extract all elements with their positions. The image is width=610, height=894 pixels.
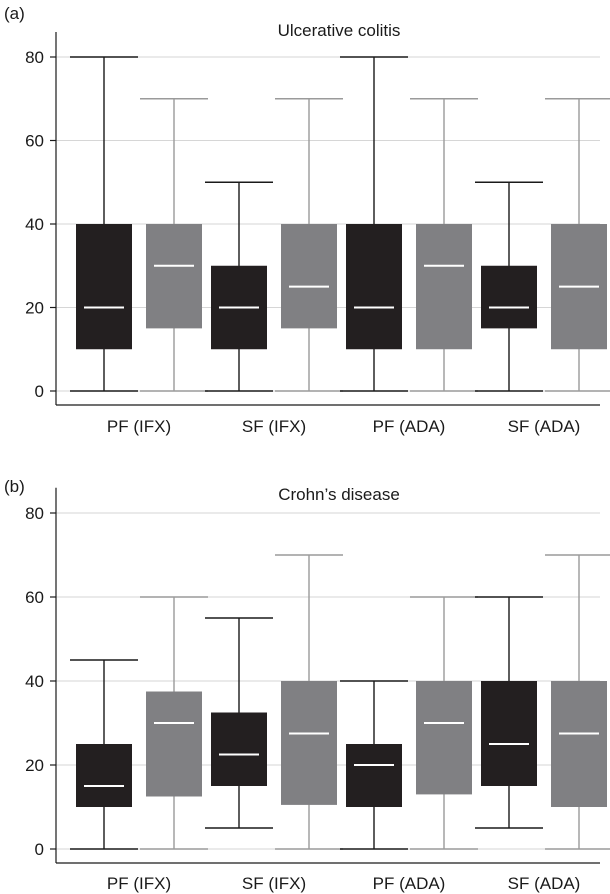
box-dark [70,659,138,850]
x-tick-label: PF (IFX) [107,874,171,893]
y-tick-label: 40 [25,215,44,234]
panel-b-x-ticks: PF (IFX) SF (IFX) PF (ADA) SF (ADA) [107,874,580,893]
y-tick-label: 20 [25,756,44,775]
x-tick-label: PF (ADA) [373,417,446,436]
x-tick-label: SF (ADA) [508,417,581,436]
panel-a-boxes [70,56,610,392]
box-iqr [551,681,607,807]
box-dark [205,181,273,392]
box-iqr [416,224,472,350]
box-iqr [281,681,337,805]
box-gray [410,97,478,392]
panel-ulcerative-colitis: (a) Ulcerative colitis 0 20 40 60 80 PF (IFX… [4,4,610,436]
panel-b-label: (b) [4,477,25,496]
panel-b-axes [50,487,600,864]
panel-crohns-disease: (b) Crohn’s disease 0 20 40 60 80 PF (IFX) SF… [4,477,610,893]
x-tick-label: PF (IFX) [107,417,171,436]
box-iqr [346,224,402,350]
box-dark [340,56,408,392]
box-dark [205,617,273,829]
box-gray [275,97,343,392]
y-tick-label: 20 [25,299,44,318]
box-gray [140,97,208,392]
x-tick-label: SF (ADA) [508,874,581,893]
x-tick-label: PF (ADA) [373,874,446,893]
box-dark [475,596,543,829]
box-gray [275,554,343,850]
panel-b-boxes [70,554,610,850]
box-dark [475,181,543,392]
panel-a-y-ticks: 0 20 40 60 80 [25,48,44,401]
box-dark [340,680,408,850]
panel-b-y-ticks: 0 20 40 60 80 [25,504,44,859]
y-tick-label: 40 [25,672,44,691]
box-iqr [346,744,402,807]
box-iqr [146,691,202,797]
y-tick-label: 80 [25,48,44,67]
box-gray [410,596,478,850]
box-iqr [281,224,337,329]
box-iqr [76,224,132,350]
y-tick-label: 0 [35,382,44,401]
box-iqr [76,744,132,807]
box-iqr [211,712,267,786]
box-iqr [481,681,537,786]
box-iqr [146,224,202,329]
box-gray [545,97,610,392]
panel-a-label: (a) [4,4,25,23]
box-dark [70,56,138,392]
box-gray [545,554,610,850]
box-gray [140,596,208,850]
box-iqr [416,681,472,795]
panel-a-title: Ulcerative colitis [278,21,401,40]
panel-b-title: Crohn’s disease [278,485,400,504]
y-tick-label: 80 [25,504,44,523]
y-tick-label: 0 [35,840,44,859]
box-iqr [481,265,537,329]
y-tick-label: 60 [25,588,44,607]
panel-a-x-ticks: PF (IFX) SF (IFX) PF (ADA) SF (ADA) [107,417,580,436]
y-tick-label: 60 [25,132,44,151]
x-tick-label: SF (IFX) [242,874,306,893]
panel-a-axes [50,31,600,406]
x-tick-label: SF (IFX) [242,417,306,436]
